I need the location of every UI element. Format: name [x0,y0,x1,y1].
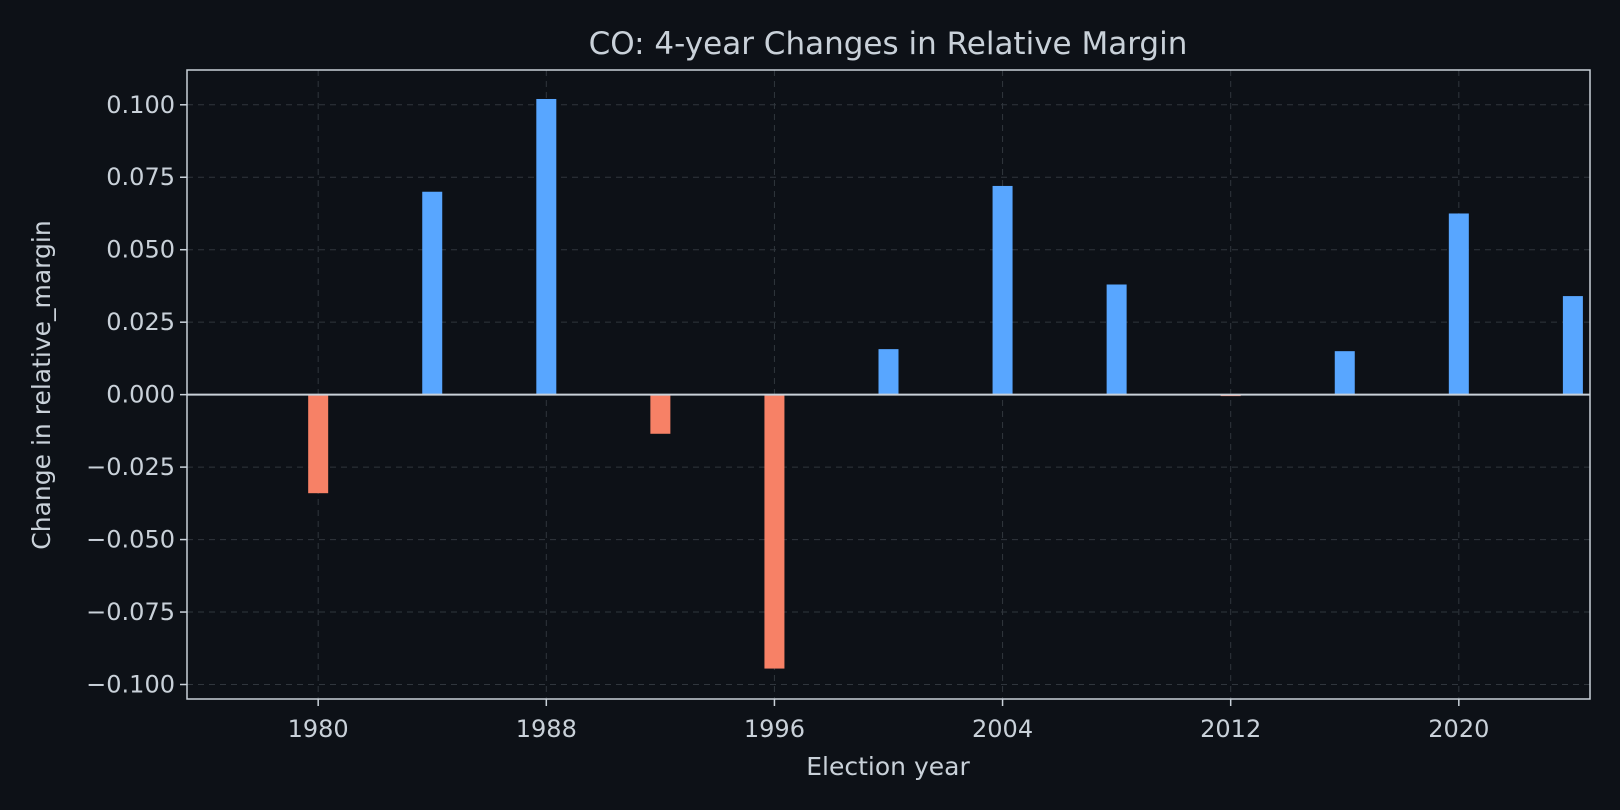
y-axis-title: Change in relative_margin [27,220,56,549]
bar-1988 [536,98,557,395]
x-tick-label: 2020 [1428,715,1489,743]
y-tick-label: −0.025 [86,453,175,481]
bar-1996 [764,394,785,669]
x-tick-label: 1980 [288,715,349,743]
chart-title: CO: 4-year Changes in Relative Margin [589,26,1188,62]
bar-2004 [992,185,1013,395]
bar-1984 [422,191,443,395]
x-tick-label: 2004 [972,715,1033,743]
y-tick-label: 0.025 [106,308,175,336]
bar-2008 [1106,284,1127,395]
bar-2016 [1334,351,1355,395]
bar-2024 [1562,296,1583,395]
y-tick-label: 0.075 [106,163,175,191]
bar-2020 [1448,213,1469,395]
x-tick-label: 1996 [744,715,805,743]
bar-2000 [878,349,899,395]
y-tick-label: 0.000 [106,381,175,409]
y-tick-label: −0.100 [86,671,175,699]
y-tick-label: 0.100 [106,91,175,119]
plot-frame [186,69,1591,700]
x-tick-label: 1988 [516,715,577,743]
bar-1980 [308,394,329,494]
x-axis-ticks: 1980 1988 1996 2004 2012 2020 [288,699,1489,743]
bars [308,98,1583,669]
y-tick-label: −0.075 [86,598,175,626]
y-tick-label: 0.050 [106,236,175,264]
bar-1992 [650,394,671,434]
y-tick-label: −0.050 [86,526,175,554]
x-tick-label: 2012 [1200,715,1261,743]
y-axis-ticks: 0.100 0.075 0.050 0.025 0.000 −0.025 −0.050 −0.… [86,91,187,699]
x-axis-title: Election year [806,752,970,781]
